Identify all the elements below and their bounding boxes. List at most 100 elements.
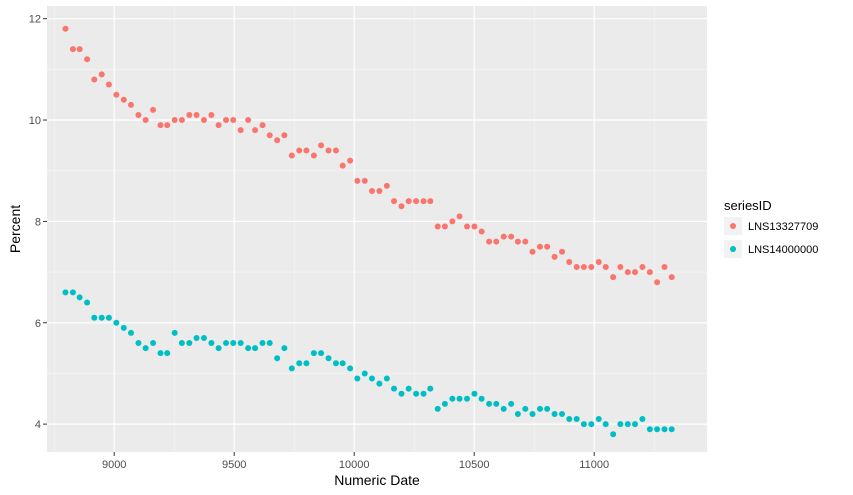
plot-panel	[47, 6, 707, 452]
legend-point-1	[730, 223, 736, 229]
data-point	[84, 299, 91, 306]
y-axis-title: Percent	[7, 205, 23, 253]
data-point	[113, 91, 120, 98]
data-point	[325, 355, 332, 362]
data-point	[544, 243, 551, 250]
data-point	[339, 360, 346, 367]
data-point	[508, 400, 515, 407]
data-point	[441, 400, 448, 407]
data-point	[566, 416, 573, 423]
data-point	[559, 410, 566, 417]
data-point	[573, 264, 580, 271]
data-point	[464, 395, 470, 402]
legend-label-1: LNS13327709	[748, 221, 818, 233]
x-axis-title: Numeric Date	[334, 472, 420, 488]
data-point	[215, 345, 222, 352]
y-tick-label: 10	[29, 115, 41, 127]
data-point	[500, 233, 507, 240]
data-point	[120, 324, 127, 331]
data-point	[632, 421, 638, 428]
data-point	[595, 416, 602, 423]
data-point	[91, 314, 98, 321]
data-point	[62, 289, 69, 296]
data-point	[245, 345, 252, 352]
data-point	[368, 375, 375, 382]
data-point	[230, 340, 237, 347]
data-point	[420, 390, 427, 397]
data-point	[332, 147, 339, 154]
legend-point-2	[730, 246, 736, 252]
data-point	[624, 269, 631, 276]
data-point	[310, 152, 317, 159]
data-point	[76, 294, 83, 301]
data-point	[105, 81, 112, 88]
data-point	[318, 350, 325, 357]
data-point	[208, 340, 215, 347]
data-point	[624, 421, 631, 428]
data-point	[142, 117, 149, 124]
data-point	[602, 421, 609, 428]
data-point	[661, 426, 668, 433]
data-point	[456, 213, 463, 220]
data-point	[434, 405, 441, 412]
data-point	[544, 405, 551, 412]
data-point	[303, 360, 310, 367]
x-tick-label: 10500	[459, 459, 490, 471]
data-point	[493, 238, 500, 245]
data-point	[76, 46, 83, 53]
data-points	[62, 25, 675, 438]
data-point	[62, 25, 69, 32]
data-point	[661, 264, 668, 271]
data-point	[164, 122, 171, 129]
data-point	[91, 76, 98, 83]
data-point	[347, 157, 354, 164]
data-point	[186, 340, 193, 347]
data-point	[398, 390, 405, 397]
data-point	[164, 350, 171, 357]
data-point	[347, 365, 354, 372]
data-point	[529, 248, 536, 255]
data-point	[98, 314, 105, 321]
data-point	[536, 405, 543, 412]
data-point	[178, 340, 185, 347]
x-tick-label: 9500	[222, 459, 246, 471]
data-point	[215, 122, 222, 129]
x-tick-label: 9000	[102, 459, 126, 471]
data-point	[646, 269, 653, 276]
series-2	[62, 289, 675, 438]
data-point	[237, 127, 244, 134]
data-point	[500, 405, 507, 412]
data-point	[128, 329, 134, 336]
legend: seriesID LNS13327709 LNS14000000	[724, 198, 818, 258]
data-point	[171, 117, 178, 124]
data-point	[493, 400, 500, 407]
data-point	[580, 264, 587, 271]
data-point	[434, 223, 441, 230]
data-point	[376, 380, 383, 387]
data-point	[522, 238, 529, 245]
data-point	[135, 111, 142, 118]
data-point	[566, 258, 573, 265]
data-point	[266, 132, 273, 139]
data-point	[391, 198, 398, 205]
data-point	[200, 117, 207, 124]
data-point	[449, 218, 456, 225]
data-point	[508, 233, 515, 240]
data-point	[237, 340, 244, 347]
data-point	[617, 264, 624, 271]
data-point	[427, 385, 434, 392]
data-point	[128, 101, 134, 108]
data-point	[120, 96, 127, 103]
data-point	[449, 395, 456, 402]
data-point	[668, 274, 675, 281]
y-tick-label: 12	[29, 14, 41, 26]
minor-gridlines	[47, 6, 707, 452]
data-point	[405, 198, 412, 205]
data-point	[69, 289, 76, 296]
data-point	[259, 122, 266, 129]
data-point	[588, 421, 595, 428]
data-point	[486, 238, 493, 245]
data-point	[573, 416, 580, 423]
data-point	[339, 162, 346, 169]
